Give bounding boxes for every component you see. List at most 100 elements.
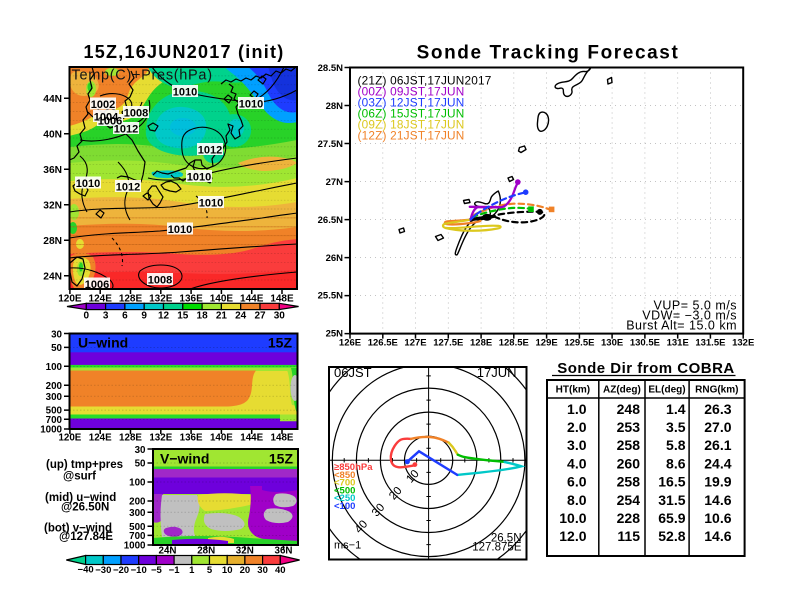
svg-text:144E: 144E xyxy=(240,433,263,444)
svg-text:10.0: 10.0 xyxy=(559,510,586,526)
svg-text:14.6: 14.6 xyxy=(704,492,731,508)
svg-text:1010: 1010 xyxy=(168,224,192,236)
svg-text:1008: 1008 xyxy=(124,108,148,120)
svg-text:16.5: 16.5 xyxy=(658,474,685,490)
svg-text:15Z,16JUN2017 (init): 15Z,16JUN2017 (init) xyxy=(83,42,284,62)
svg-text:<250: <250 xyxy=(334,493,355,504)
svg-text:1006: 1006 xyxy=(85,279,109,291)
svg-text:(21Z) 06JST,17JUN2017: (21Z) 06JST,17JUN2017 xyxy=(358,74,492,88)
svg-text:254: 254 xyxy=(617,492,641,508)
svg-text:36N: 36N xyxy=(275,546,293,557)
svg-text:−5: −5 xyxy=(151,565,163,576)
svg-text:1.0: 1.0 xyxy=(567,401,587,417)
svg-text:136E: 136E xyxy=(180,433,203,444)
svg-text:RNG(km): RNG(km) xyxy=(695,385,738,396)
svg-text:1000: 1000 xyxy=(40,425,62,436)
svg-text:−10: −10 xyxy=(131,565,147,576)
svg-text:1010: 1010 xyxy=(173,87,197,99)
svg-text:8.0: 8.0 xyxy=(567,492,587,508)
svg-text:<850: <850 xyxy=(334,470,355,481)
svg-text:700: 700 xyxy=(46,415,63,426)
svg-text:28N: 28N xyxy=(197,546,215,557)
svg-text:128E: 128E xyxy=(119,294,143,305)
svg-text:129E: 129E xyxy=(536,338,558,349)
svg-text:EL(deg): EL(deg) xyxy=(648,385,685,396)
svg-text:30: 30 xyxy=(51,330,62,341)
svg-text:14.6: 14.6 xyxy=(704,528,731,544)
svg-text:18: 18 xyxy=(197,311,209,322)
svg-text:24.4: 24.4 xyxy=(704,455,731,471)
svg-text:300: 300 xyxy=(46,392,63,403)
svg-text:1006: 1006 xyxy=(98,116,122,128)
svg-text:15: 15 xyxy=(177,311,189,322)
svg-text:120E: 120E xyxy=(58,433,81,444)
svg-text:@26.50N: @26.50N xyxy=(61,502,109,514)
svg-text:26.1: 26.1 xyxy=(704,437,731,453)
svg-text:(mid) u−wind: (mid) u−wind xyxy=(45,492,116,504)
svg-text:−20: −20 xyxy=(113,565,129,576)
svg-text:Sonde Dir from COBRA: Sonde Dir from COBRA xyxy=(557,360,735,377)
svg-text:144E: 144E xyxy=(240,294,264,305)
svg-text:132E: 132E xyxy=(149,294,173,305)
svg-text:140E: 140E xyxy=(210,294,234,305)
svg-text:V−wind: V−wind xyxy=(160,451,209,467)
svg-text:131E: 131E xyxy=(667,338,689,349)
svg-text:40: 40 xyxy=(275,565,286,576)
svg-text:Sonde Tracking Forecast: Sonde Tracking Forecast xyxy=(417,43,680,64)
svg-text:2.0: 2.0 xyxy=(567,419,587,435)
svg-text:500: 500 xyxy=(46,406,63,417)
svg-text:26N: 26N xyxy=(326,253,344,264)
svg-text:@surf: @surf xyxy=(63,471,96,483)
svg-text:1012: 1012 xyxy=(116,182,140,194)
svg-text:126E: 126E xyxy=(339,338,361,349)
svg-text:26.3: 26.3 xyxy=(704,401,731,417)
svg-text:148E: 148E xyxy=(271,433,294,444)
svg-text:Temp(C)+Pres(hPa): Temp(C)+Pres(hPa) xyxy=(72,68,213,84)
svg-text:131.5E: 131.5E xyxy=(695,338,725,349)
svg-text:228: 228 xyxy=(617,510,641,526)
svg-text:U−wind: U−wind xyxy=(78,335,128,351)
svg-text:27.5N: 27.5N xyxy=(318,139,343,150)
svg-text:25N: 25N xyxy=(326,329,344,340)
svg-text:(up) tmp+pres: (up) tmp+pres xyxy=(46,459,123,471)
svg-text:100: 100 xyxy=(46,362,63,373)
svg-text:132E: 132E xyxy=(149,433,172,444)
svg-text:1010: 1010 xyxy=(187,172,211,184)
svg-text:8.6: 8.6 xyxy=(666,455,686,471)
svg-text:19.9: 19.9 xyxy=(704,474,731,490)
svg-text:10.6: 10.6 xyxy=(704,510,731,526)
svg-text:32N: 32N xyxy=(43,201,62,212)
svg-text:124E: 124E xyxy=(89,433,112,444)
svg-text:3.0: 3.0 xyxy=(567,437,587,453)
svg-text:9: 9 xyxy=(141,311,147,322)
svg-text:1010: 1010 xyxy=(76,178,100,190)
svg-text:40N: 40N xyxy=(43,130,62,141)
svg-text:30: 30 xyxy=(135,445,146,456)
svg-text:20: 20 xyxy=(240,565,251,576)
svg-text:AZ(deg): AZ(deg) xyxy=(603,385,641,396)
svg-text:0: 0 xyxy=(84,311,90,322)
svg-text:21: 21 xyxy=(216,311,228,322)
svg-text:30: 30 xyxy=(257,565,268,576)
svg-text:28.5N: 28.5N xyxy=(318,63,343,74)
svg-text:(12Z) 21JST,17JUN: (12Z) 21JST,17JUN xyxy=(358,129,465,143)
svg-text:<100: <100 xyxy=(334,501,355,512)
svg-text:52.8: 52.8 xyxy=(658,528,685,544)
svg-text:@127.84E: @127.84E xyxy=(59,531,113,543)
svg-text:128.5E: 128.5E xyxy=(499,338,529,349)
svg-text:10: 10 xyxy=(222,565,233,576)
svg-text:248: 248 xyxy=(617,401,641,417)
svg-text:24N: 24N xyxy=(43,272,62,283)
svg-text:1012: 1012 xyxy=(198,145,222,157)
svg-text:24: 24 xyxy=(235,311,247,322)
svg-text:(06Z) 15JST,17JUN: (06Z) 15JST,17JUN xyxy=(358,107,465,121)
svg-text:3.5: 3.5 xyxy=(666,419,686,435)
svg-text:132E: 132E xyxy=(732,338,754,349)
svg-text:50: 50 xyxy=(135,459,146,470)
svg-text:1.4: 1.4 xyxy=(666,401,686,417)
svg-text:17JUN: 17JUN xyxy=(477,365,517,380)
svg-text:12: 12 xyxy=(158,311,170,322)
svg-text:−40: −40 xyxy=(78,565,94,576)
svg-text:127E: 127E xyxy=(404,338,426,349)
svg-text:24N: 24N xyxy=(159,546,177,557)
